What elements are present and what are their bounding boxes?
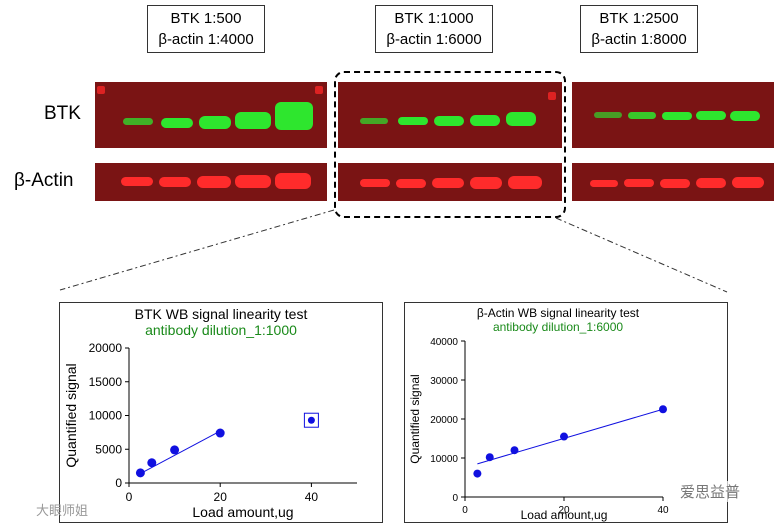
y-tick-label: 10000 (89, 409, 123, 423)
btk-band (398, 117, 428, 125)
data-point (135, 468, 145, 478)
chart-title: BTK WB signal linearity test (135, 306, 308, 322)
x-tick-label: 20 (214, 490, 228, 504)
y-axis-label: Quantified signal (63, 363, 79, 467)
outlier-marker-box (303, 412, 319, 428)
x-tick-label: 0 (462, 505, 468, 516)
btk-band (235, 112, 271, 129)
dilution-label-actin: β-actin 1:8000 (591, 31, 687, 48)
btk-band (730, 111, 760, 121)
x-tick-label: 20 (558, 505, 570, 516)
actin-linearity-chart: β-Actin WB signal linearity testantibody… (408, 306, 669, 522)
actin-band (696, 178, 726, 188)
btk-linearity-chart-panel: BTK WB signal linearity test antibody dil… (59, 302, 383, 523)
actin-blot-strip-1 (95, 163, 327, 201)
ladder-marker (97, 86, 105, 94)
row-label-btk: BTK (44, 103, 81, 124)
btk-band (199, 116, 231, 129)
y-tick-label: 20000 (89, 341, 123, 355)
zoom-highlight-box (334, 71, 566, 218)
dilution-label-btk: BTK 1:500 (170, 10, 242, 27)
dilution-label-box-3: BTK 1:2500 β-actin 1:8000 (580, 5, 698, 53)
data-point (485, 453, 494, 462)
actin-band (121, 177, 153, 186)
fit-line (477, 408, 664, 465)
dilution-label-btk: BTK 1:2500 (599, 10, 679, 27)
dilution-label-btk: BTK 1:1000 (394, 10, 474, 27)
btk-band (161, 118, 193, 128)
btk-blot-strip-3 (572, 82, 774, 148)
actin-band (159, 177, 191, 187)
y-axis-label: Quantified signal (408, 374, 422, 463)
data-point (147, 458, 157, 468)
actin-band (624, 179, 654, 187)
chart-title: β-Actin WB signal linearity test (477, 306, 640, 320)
chart-subtitle: antibody dilution_1:6000 (493, 320, 623, 334)
y-tick-label: 0 (115, 476, 122, 490)
data-point (659, 405, 667, 414)
y-tick-label: 5000 (95, 442, 122, 456)
x-tick-label: 40 (305, 490, 319, 504)
btk-band (506, 112, 536, 126)
btk-band (360, 118, 388, 124)
outlier-data-point (307, 416, 315, 424)
actin-blot-strip-3 (572, 163, 774, 201)
row-label-actin: β-Actin (14, 170, 74, 191)
x-tick-label: 40 (657, 505, 669, 516)
btk-band (594, 112, 622, 118)
actin-band (470, 177, 502, 189)
dilution-label-actin: β-actin 1:6000 (386, 31, 482, 48)
y-tick-label: 15000 (89, 375, 123, 389)
ladder-marker (548, 92, 556, 100)
actin-linearity-chart-panel: β-Actin WB signal linearity test antibody… (404, 302, 728, 523)
btk-blot-strip-2 (338, 82, 562, 148)
actin-band (235, 175, 271, 188)
btk-band (275, 102, 313, 130)
btk-band (662, 112, 692, 120)
actin-band (396, 179, 426, 188)
actin-band (197, 176, 231, 188)
x-tick-label: 0 (126, 490, 133, 504)
y-tick-label: 40000 (430, 337, 458, 348)
x-axis-label: Load amount,ug (192, 504, 293, 520)
actin-band (732, 177, 764, 188)
y-tick-label: 20000 (430, 415, 458, 426)
watermark-right: 爱思益普 (680, 481, 741, 502)
actin-band (508, 176, 542, 189)
actin-band (590, 180, 618, 187)
btk-band (628, 112, 656, 119)
data-point (215, 428, 225, 438)
actin-blot-strip-2 (338, 163, 562, 201)
y-tick-label: 10000 (430, 454, 458, 465)
btk-blot-strip-1 (95, 82, 327, 148)
y-tick-label: 30000 (430, 376, 458, 387)
actin-band (660, 179, 690, 188)
data-point (510, 446, 519, 455)
actin-band (360, 179, 390, 187)
btk-band (123, 118, 153, 125)
actin-band (275, 173, 311, 189)
btk-band (434, 116, 464, 126)
dilution-label-box-2: BTK 1:1000 β-actin 1:6000 (375, 5, 493, 53)
watermark-left: 大眼师姐 (36, 503, 89, 518)
ladder-marker (315, 86, 323, 94)
y-tick-label: 0 (452, 493, 458, 504)
data-point (170, 445, 180, 455)
dilution-label-box-1: BTK 1:500 β-actin 1:4000 (147, 5, 265, 53)
data-point (473, 469, 482, 478)
btk-band (696, 111, 726, 120)
x-axis-label: Load amount,ug (521, 508, 608, 522)
actin-band (432, 178, 464, 188)
data-point (560, 432, 568, 441)
chart-subtitle: antibody dilution_1:1000 (145, 322, 297, 338)
btk-band (470, 115, 500, 126)
dilution-label-actin: β-actin 1:4000 (158, 31, 254, 48)
